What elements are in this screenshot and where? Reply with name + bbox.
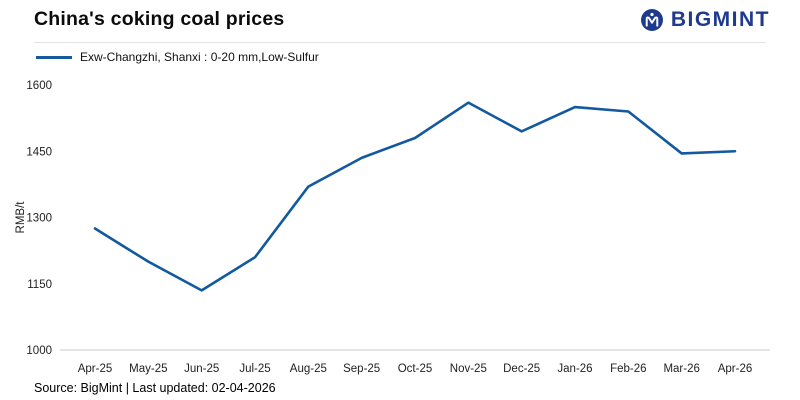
y-tick-label: 1450 xyxy=(26,146,52,158)
x-tick-label: Jun-25 xyxy=(184,363,219,375)
y-axis-title: RMB/t xyxy=(15,201,27,234)
x-tick-label: Oct-25 xyxy=(398,363,433,375)
y-tick-label: 1300 xyxy=(26,213,52,225)
x-tick-label: Dec-25 xyxy=(503,363,540,375)
x-tick-label: Jan-26 xyxy=(557,363,592,375)
x-tick-label: Apr-26 xyxy=(718,363,753,375)
x-tick-label: May-25 xyxy=(129,363,167,375)
bigmint-logo-icon xyxy=(640,9,663,31)
x-tick-label: Mar-26 xyxy=(663,363,699,375)
price-series-line xyxy=(93,101,737,292)
source-note: Source: BigMint | Last updated: 02-04-20… xyxy=(34,381,276,395)
x-tick-label: Sep-25 xyxy=(343,363,380,375)
x-tick-label: Nov-25 xyxy=(450,363,487,375)
x-tick-label: Apr-25 xyxy=(78,363,113,375)
x-tick-label: Aug-25 xyxy=(290,363,327,375)
bigmint-logo: BIGMINT xyxy=(639,7,770,33)
x-tick-label: Feb-26 xyxy=(610,363,646,375)
y-tick-label: 1150 xyxy=(27,279,52,291)
page-title: China's coking coal prices xyxy=(34,8,285,30)
legend-line-swatch xyxy=(36,55,72,59)
y-tick-label: 1600 xyxy=(26,80,52,92)
y-tick-label: 1000 xyxy=(26,345,52,357)
legend-label: Exw-Changzhi, Shanxi : 0-20 mm,Low-Sulfu… xyxy=(80,50,319,64)
legend: Exw-Changzhi, Shanxi : 0-20 mm,Low-Sulfu… xyxy=(36,50,319,64)
header-divider xyxy=(34,42,766,43)
price-chart: 1000 1150 1300 1450 1600 Apr-25 May-25 Jun-25 Ju… xyxy=(15,80,770,375)
bigmint-logo-text: BIGMINT xyxy=(670,8,770,31)
x-tick-label: Jul-25 xyxy=(239,363,270,375)
